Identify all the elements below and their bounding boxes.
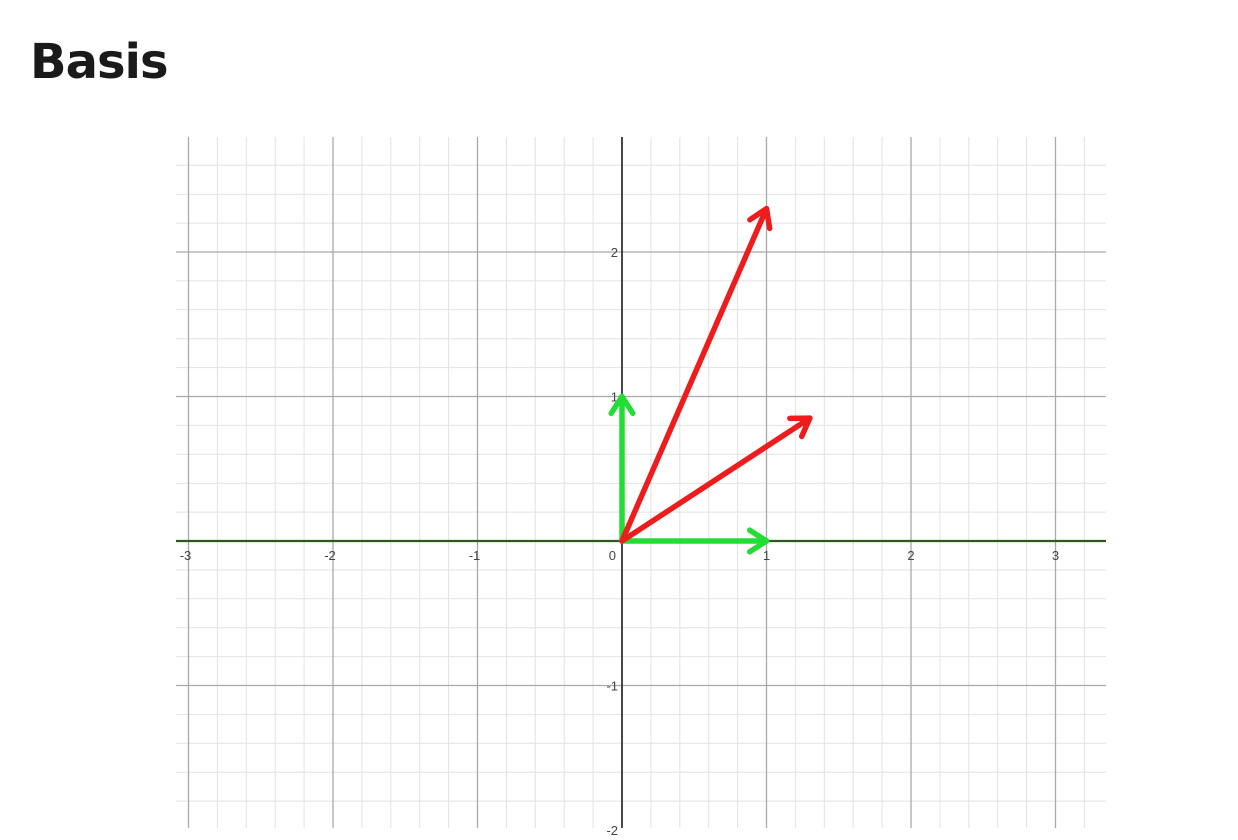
x-tick-label: 1 <box>763 548 770 563</box>
tick-labels: -3 -2 -1 0 1 2 3 -1 1 2 -2 <box>180 245 1059 838</box>
vector-shaft <box>619 415 813 544</box>
y-tick-label: 1 <box>611 390 618 405</box>
x-tick-label: 3 <box>1052 548 1059 563</box>
y-tick-label: 2 <box>611 245 618 260</box>
x-tick-label: -3 <box>180 548 192 563</box>
basis-vector-1 <box>619 527 770 555</box>
vector-arrowhead <box>747 205 773 232</box>
transformed-vector-3 <box>619 205 773 544</box>
y-tick-label: -2 <box>606 823 618 838</box>
x-tick-label: 0 <box>609 548 616 563</box>
vector-arrowhead <box>746 527 770 555</box>
page-title: Basis <box>30 34 169 90</box>
vectors <box>608 205 813 555</box>
vector-arrowhead <box>608 393 636 417</box>
major-gridlines <box>176 137 1106 828</box>
x-tick-label: -1 <box>469 548 481 563</box>
basis-vector-2 <box>608 393 636 544</box>
x-tick-label: -2 <box>324 548 336 563</box>
minor-gridlines <box>176 137 1106 828</box>
x-tick-label: 2 <box>907 548 914 563</box>
vector-arrowhead <box>787 415 813 440</box>
axes <box>176 137 1106 828</box>
transformed-vector-4 <box>619 415 813 544</box>
vector-shaft <box>619 205 770 544</box>
y-tick-label: -1 <box>606 679 618 694</box>
